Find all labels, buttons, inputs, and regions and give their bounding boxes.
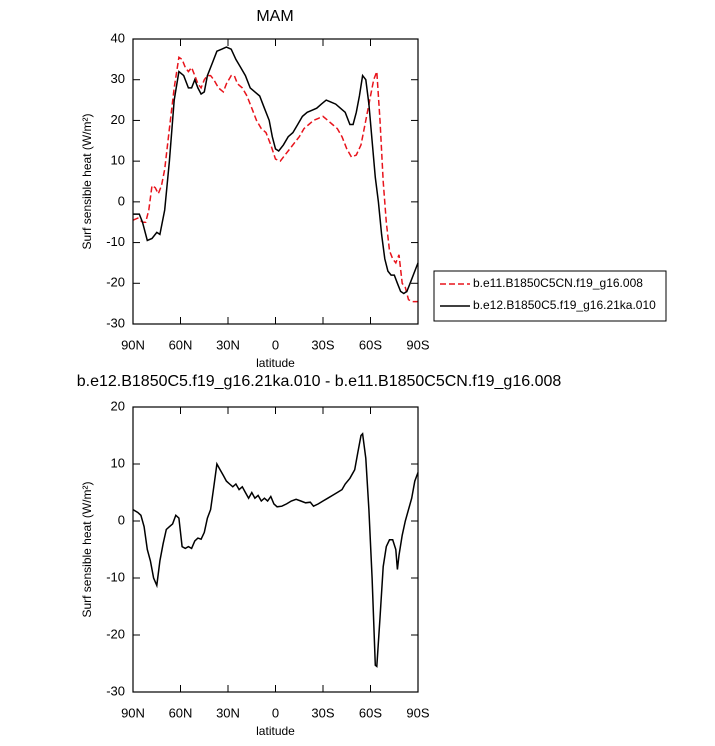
y-tick-label: -10 — [106, 234, 125, 249]
y-tick-label: 20 — [111, 112, 125, 127]
chart-title: b.e12.B1850C5.f19_g16.21ka.010 - b.e11.B… — [77, 373, 562, 390]
x-tick-label: 90N — [121, 705, 145, 720]
x-tick-label: 0 — [272, 337, 279, 352]
y-tick-label: 10 — [111, 153, 125, 168]
x-tick-label: 30N — [216, 705, 240, 720]
plot-frame — [132, 406, 419, 693]
y-tick-label: -10 — [106, 569, 125, 584]
y-tick-label: 40 — [111, 30, 125, 45]
plot-frame — [132, 38, 419, 325]
y-tick-label: 0 — [118, 512, 125, 527]
x-tick-label: 60N — [169, 337, 193, 352]
y-tick-label: -30 — [106, 315, 125, 330]
y-axis-label: Surf sensible heat (W/m²) — [80, 481, 94, 617]
x-tick-label: 30S — [311, 337, 334, 352]
x-axis-label: latitude — [256, 356, 295, 370]
legend-label: b.e11.B1850C5CN.f19_g16.008 — [473, 276, 643, 290]
y-tick-label: 10 — [111, 455, 125, 470]
x-tick-label: 60S — [359, 705, 382, 720]
x-axis-label: latitude — [256, 724, 295, 738]
legend-box — [433, 270, 667, 322]
x-tick-label: 90S — [406, 337, 429, 352]
x-tick-label: 60N — [169, 705, 193, 720]
x-tick-label: 60S — [359, 337, 382, 352]
y-axis-label: Surf sensible heat (W/m²) — [80, 113, 94, 249]
y-tick-label: -20 — [106, 275, 125, 290]
y-tick-label: 0 — [118, 193, 125, 208]
y-tick-label: -20 — [106, 626, 125, 641]
chart-title: MAM — [256, 8, 293, 25]
data-line — [132, 56, 418, 303]
y-tick-label: 20 — [111, 398, 125, 413]
x-tick-label: 30N — [216, 337, 240, 352]
x-tick-label: 0 — [272, 705, 279, 720]
x-tick-label: 90S — [406, 705, 429, 720]
y-tick-label: 30 — [111, 71, 125, 86]
legend-label: b.e12.B1850C5.f19_g16.21ka.010 — [473, 298, 656, 312]
x-tick-label: 30S — [311, 705, 334, 720]
data-line — [132, 432, 419, 668]
data-line — [133, 46, 419, 295]
x-tick-label: 90N — [121, 337, 145, 352]
y-tick-label: -30 — [106, 683, 125, 698]
